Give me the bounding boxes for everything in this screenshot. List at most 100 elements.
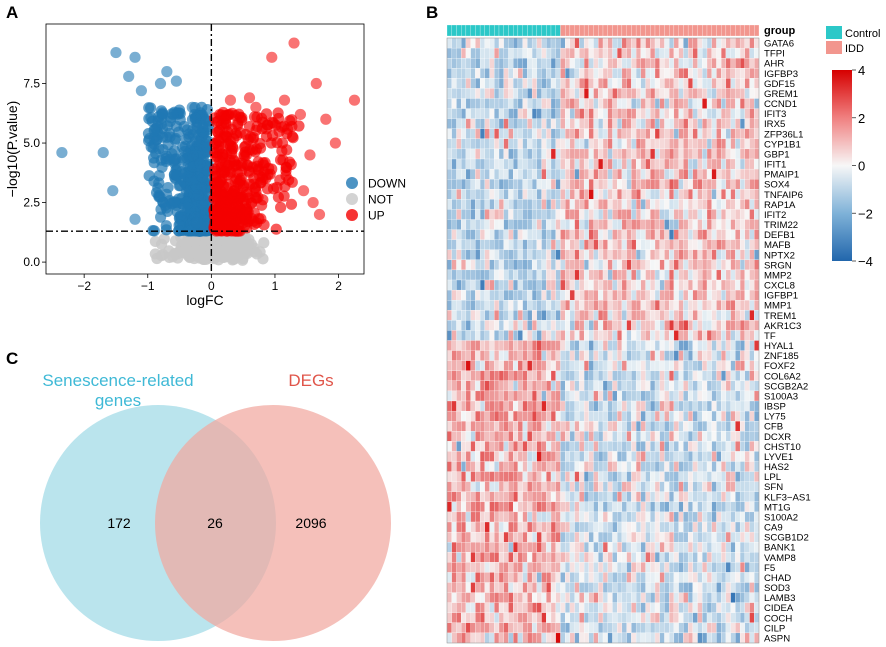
heatmap-cell xyxy=(560,158,566,170)
heatmap-cell xyxy=(602,47,608,59)
heatmap-cell xyxy=(739,390,745,402)
heatmap-cell xyxy=(536,37,542,49)
heatmap-cell xyxy=(579,68,585,79)
heatmap-cell xyxy=(513,37,519,49)
heatmap-cell xyxy=(583,88,589,99)
heatmap-cell xyxy=(650,461,656,472)
heatmap-cell xyxy=(706,542,712,553)
heatmap-cell xyxy=(479,390,485,402)
heatmap-cell xyxy=(555,330,561,341)
heatmap-cell xyxy=(654,400,660,412)
heatmap-cell xyxy=(517,289,523,301)
heatmap-cell xyxy=(683,350,689,361)
heatmap-cell xyxy=(678,521,684,533)
heatmap-cell xyxy=(517,168,523,180)
heatmap-cell xyxy=(626,471,632,482)
heatmap-cell xyxy=(536,289,542,301)
heatmap-cell xyxy=(621,199,627,210)
heatmap-cell xyxy=(470,310,476,321)
heatmap-cell xyxy=(503,431,509,442)
heatmap-cell xyxy=(593,572,599,583)
heatmap-cell xyxy=(702,138,708,150)
heatmap-cell xyxy=(484,531,490,543)
heatmap-cell xyxy=(735,602,741,613)
heatmap-cell xyxy=(659,249,665,261)
heatmap-cell xyxy=(678,47,684,59)
heatmap-cell xyxy=(541,491,547,503)
volcano-point-down xyxy=(170,75,182,87)
heatmap-cell xyxy=(579,602,585,613)
heatmap-cell xyxy=(565,592,571,603)
heatmap-cell xyxy=(498,481,504,492)
heatmap-cell xyxy=(659,58,665,69)
heatmap-cell xyxy=(716,98,722,109)
heatmap-cell xyxy=(531,461,537,472)
heatmap-cell xyxy=(607,491,613,503)
heatmap-cell xyxy=(461,229,467,240)
heatmap-cell xyxy=(683,552,689,563)
heatmap-cell xyxy=(513,592,519,603)
heatmap-cell xyxy=(612,390,618,402)
heatmap-cell xyxy=(494,461,500,472)
heatmap-cell xyxy=(598,431,604,442)
heatmap-cell xyxy=(598,209,604,220)
heatmap-cell xyxy=(565,421,571,432)
heatmap-cell xyxy=(654,330,660,341)
heatmap-cell xyxy=(735,582,741,593)
heatmap-cell xyxy=(631,189,637,200)
volcano-point-up xyxy=(211,191,223,203)
heatmap-cell xyxy=(645,279,651,291)
heatmap-cell xyxy=(635,451,641,462)
heatmap-cell xyxy=(569,380,575,392)
heatmap-cell xyxy=(650,269,656,281)
heatmap-cell xyxy=(607,179,613,190)
heatmap-cell xyxy=(673,239,679,250)
heatmap-cell xyxy=(555,562,561,573)
heatmap-cell xyxy=(484,189,490,200)
heatmap-cell xyxy=(456,380,462,392)
heatmap-cell xyxy=(645,58,651,69)
heatmap-cell xyxy=(683,340,689,351)
heatmap-cell xyxy=(635,229,641,240)
heatmap-cell xyxy=(687,239,693,250)
heatmap-cell xyxy=(716,108,722,119)
heatmap-cell xyxy=(536,239,542,250)
heatmap-cell xyxy=(612,441,618,452)
heatmap-cell xyxy=(484,471,490,482)
heatmap-cell xyxy=(725,128,731,140)
heatmap-cell xyxy=(451,58,457,69)
heatmap-cell xyxy=(697,168,703,180)
heatmap-cell xyxy=(612,168,618,180)
heatmap-cell xyxy=(706,552,712,563)
heatmap-cell xyxy=(659,531,665,543)
heatmap-cell xyxy=(754,380,760,392)
heatmap-cell xyxy=(550,370,556,382)
heatmap-cell xyxy=(494,168,500,180)
heatmap-cell xyxy=(612,128,618,140)
heatmap-cell xyxy=(621,521,627,533)
heatmap-cell xyxy=(546,360,552,371)
heatmap-cell xyxy=(602,179,608,190)
heatmap-cell xyxy=(744,471,750,482)
heatmap-cell xyxy=(588,148,594,160)
heatmap-cell xyxy=(754,451,760,462)
heatmap-cell xyxy=(461,179,467,190)
heatmap-cell xyxy=(489,360,495,371)
heatmap-cell xyxy=(546,138,552,150)
heatmap-cell xyxy=(560,410,566,422)
heatmap-cell xyxy=(555,88,561,99)
heatmap-cell xyxy=(565,269,571,281)
heatmap-cell xyxy=(626,168,632,180)
heatmap-cell xyxy=(640,340,646,351)
heatmap-cell xyxy=(626,279,632,291)
heatmap-cell xyxy=(716,511,722,523)
heatmap-cell xyxy=(465,219,471,230)
heatmap-cell xyxy=(579,542,585,553)
heatmap-cell xyxy=(626,118,632,129)
heatmap-cell xyxy=(446,481,452,492)
heatmap-cell xyxy=(555,572,561,583)
heatmap-cell xyxy=(574,441,580,452)
heatmap-cell xyxy=(687,279,693,291)
heatmap-cell xyxy=(617,58,623,69)
heatmap-cell xyxy=(612,269,618,281)
